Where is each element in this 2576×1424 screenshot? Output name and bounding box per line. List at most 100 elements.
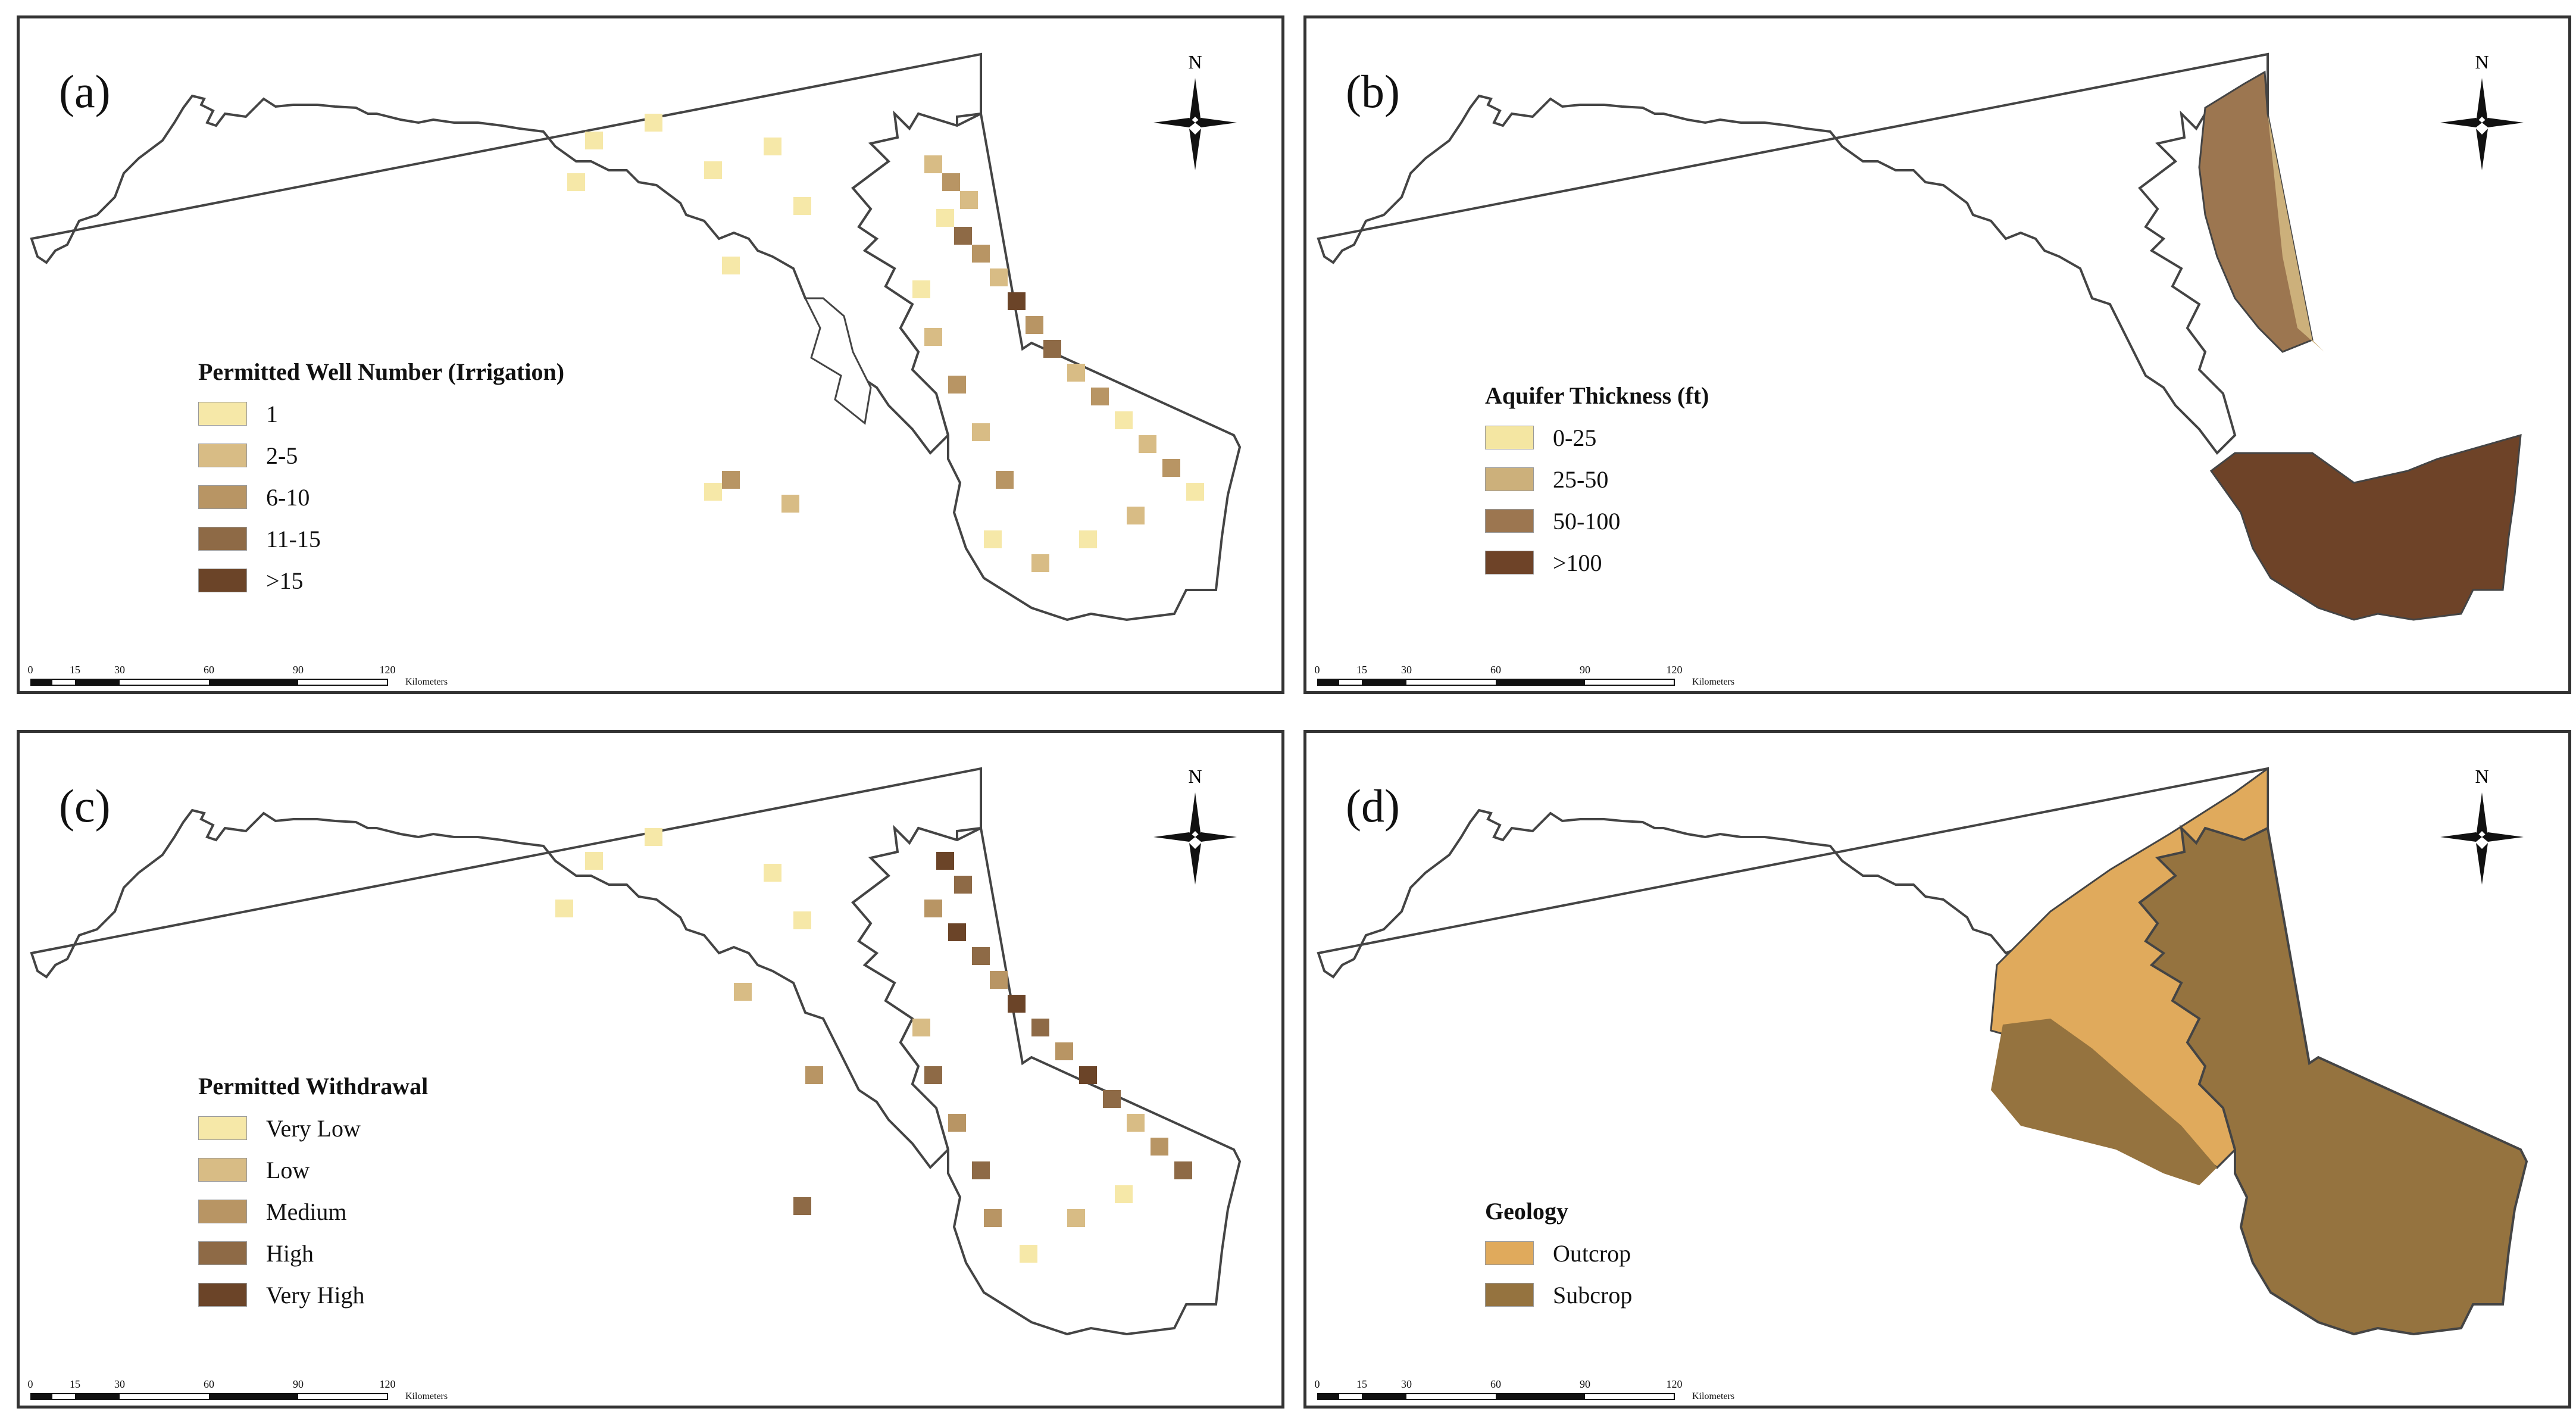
legend-item: Low (198, 1149, 428, 1191)
subcrop-east (2138, 825, 2528, 1336)
scale-tick: 30 (1401, 1378, 1412, 1390)
scale-tick: 30 (114, 1378, 125, 1390)
legend-swatch (198, 1241, 247, 1265)
scale-tick: 120 (1666, 664, 1683, 676)
aquifer-northern-area (2198, 70, 2314, 353)
north-label: N (1188, 51, 1202, 73)
legend-item: 1 (198, 393, 564, 435)
legend-swatch (1485, 426, 1534, 449)
legend-item-label: Medium (266, 1198, 347, 1225)
legend-swatch (198, 1200, 247, 1223)
scale-bar: 0 15 30 60 90 120 Kilometers (1315, 1378, 1735, 1404)
legend-item-label: Very High (266, 1281, 365, 1309)
scale-bar: 0 15 30 60 90 120 Kilometers (1315, 664, 1735, 690)
scale-tick: 0 (27, 664, 33, 676)
scale-tick: 0 (27, 1378, 33, 1390)
scale-unit: Kilometers (405, 677, 448, 687)
aquifer-thin-strip (2268, 114, 2324, 352)
legend: Geology Outcrop Subcrop (1485, 1197, 1632, 1316)
north-label: N (2475, 766, 2489, 787)
legend-item: Very Low (198, 1107, 428, 1149)
map-b-svg (1317, 52, 2522, 621)
scale-tick: 30 (114, 664, 125, 676)
withdrawal-cells-c (555, 828, 1192, 1263)
scale-tick: 15 (1356, 1378, 1367, 1390)
legend-swatch (1485, 509, 1534, 533)
scale-tick: 90 (1580, 1378, 1590, 1390)
scale-tick: 60 (1490, 1378, 1501, 1390)
legend-item: 50-100 (1485, 500, 1709, 542)
north-label: N (2475, 51, 2489, 73)
scale-bar-graphic (30, 679, 388, 686)
scale-bar-graphic (30, 1393, 388, 1400)
scale-bar-graphic (1317, 1393, 1675, 1400)
legend-item-label: Low (266, 1156, 310, 1183)
legend-item: Outcrop (1485, 1232, 1632, 1274)
legend-item: 25-50 (1485, 458, 1709, 500)
legend-swatch (198, 1283, 247, 1307)
map-c-svg (30, 767, 1242, 1336)
map-panel-a: (a) Permitted Well Number (Irrigation) 1… (17, 15, 1284, 694)
scale-bar: 0 15 30 60 90 120 Kilometers (27, 664, 448, 690)
legend-swatch (198, 485, 247, 509)
legend-swatch (1485, 551, 1534, 574)
north-label: N (1188, 766, 1202, 787)
scale-bar-graphic (1317, 679, 1675, 686)
legend-item-label: >100 (1553, 549, 1602, 576)
legend-item: Very High (198, 1274, 428, 1316)
scale-tick: 60 (1490, 664, 1501, 676)
bay-shoreline (804, 297, 872, 425)
legend-item: >100 (1485, 542, 1709, 583)
legend-item: 6-10 (198, 476, 564, 518)
panel-label: (b) (1346, 65, 1400, 117)
legend-item: 2-5 (198, 435, 564, 476)
scale-tick: 90 (1580, 664, 1590, 676)
north-arrow: N (2440, 51, 2524, 170)
compass-icon (2440, 792, 2524, 885)
scale-tick: 120 (1666, 1378, 1683, 1390)
scale-tick: 90 (293, 1378, 304, 1390)
legend-item: Medium (198, 1191, 428, 1232)
compass-icon (1153, 792, 1237, 885)
map-d-svg (1317, 767, 2528, 1336)
legend-item: Subcrop (1485, 1274, 1632, 1316)
legend-item-label: High (266, 1239, 314, 1267)
aquifer-southern-area (2209, 433, 2522, 621)
legend-title: Geology (1485, 1198, 1568, 1225)
scale-bar: 0 15 30 60 90 120 Kilometers (27, 1378, 448, 1404)
legend-item-label: 11-15 (266, 525, 321, 552)
scale-tick: 15 (1356, 664, 1367, 676)
legend-item: 11-15 (198, 518, 564, 560)
panel-label: (a) (59, 65, 111, 117)
north-arrow: N (1153, 51, 1237, 170)
legend-swatch (198, 444, 247, 467)
scale-tick: 120 (379, 664, 396, 676)
state-outline (1317, 52, 2269, 455)
legend-item-label: 6-10 (266, 483, 310, 511)
legend-swatch (198, 1116, 247, 1140)
legend: Permitted Well Number (Irrigation) 1 2-5… (198, 358, 564, 601)
eastern-shore-outline (851, 110, 1242, 622)
scale-tick: 120 (379, 1378, 396, 1390)
compass-icon (1153, 78, 1237, 170)
compass-icon (2440, 78, 2524, 170)
scale-tick: 60 (204, 664, 214, 676)
legend-item-label: 25-50 (1553, 466, 1609, 493)
legend-title: Permitted Well Number (Irrigation) (198, 358, 565, 385)
map-a-svg (30, 52, 1242, 622)
legend: Permitted Withdrawal Very Low Low Medium… (198, 1072, 428, 1316)
scale-tick: 15 (70, 1378, 80, 1390)
eastern-shore-outline (851, 825, 1242, 1336)
legend-swatch (198, 1158, 247, 1182)
legend-swatch (1485, 1283, 1534, 1307)
map-panel-c: (c) Permitted Withdrawal Very Low Low Me… (17, 730, 1284, 1409)
scale-unit: Kilometers (405, 1391, 448, 1401)
north-arrow: N (1153, 766, 1237, 885)
panel-label: (d) (1346, 780, 1400, 832)
legend: Aquifer Thickness (ft) 0-25 25-50 50-100… (1485, 382, 1709, 583)
legend-item-label: 0-25 (1553, 424, 1597, 451)
scale-unit: Kilometers (1692, 1391, 1735, 1401)
map-panel-d: (d) Geology Outcrop Subcrop N 0 15 30 60… (1303, 730, 2571, 1409)
subcrop-west (1991, 1019, 2217, 1185)
legend-title: Aquifer Thickness (ft) (1485, 382, 1709, 409)
